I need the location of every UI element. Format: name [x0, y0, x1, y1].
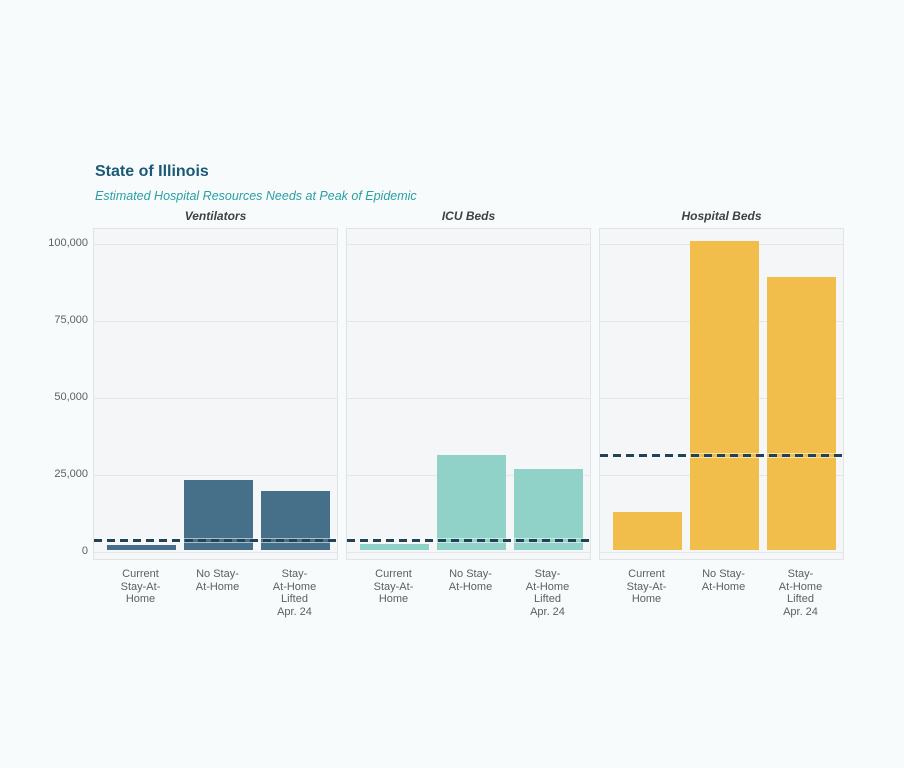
x-tick-label-line: Home [631, 593, 662, 605]
x-tick-label-current-stay-at-home: Current Stay-At- Home [93, 568, 189, 606]
y-tick-label: 50,000 [54, 391, 88, 404]
gridline [94, 552, 337, 553]
panel-title-ventilators: Ventilators [184, 209, 247, 223]
plot-area-ventilators [93, 228, 338, 560]
x-tick-label-line: Current [375, 568, 412, 580]
x-tick-label-line: No Stay- [449, 568, 492, 580]
x-tick-label-line: Stay-At- [373, 580, 414, 593]
x-tick-label-line: Lifted [787, 593, 814, 605]
x-tick-label-line: Stay-At- [626, 580, 667, 593]
x-tick-label-line: Lifted [281, 593, 308, 605]
x-tick-label-line: Home [378, 593, 409, 605]
x-tick-label-line: Stay- [787, 568, 814, 580]
gridline [94, 321, 337, 323]
bar-no-stay-at-home [690, 241, 759, 550]
x-tick-label-line: Current [122, 568, 159, 580]
x-tick-label-current-stay-at-home: Current Stay-At- Home [599, 568, 695, 606]
bar-current-stay-at-home [613, 512, 682, 550]
y-tick-label: 75,000 [54, 314, 88, 327]
x-tick-label-line: At-Home [525, 580, 570, 593]
capacity-line [347, 539, 590, 543]
gridline [347, 244, 590, 246]
x-tick-label-line: At-Home [448, 580, 493, 593]
x-tick-label-line: Lifted [534, 593, 561, 605]
panel-hospital-beds: Hospital Beds Current Stay-At- Home No Stay-… [599, 209, 844, 649]
x-tick-label-no-stay-at-home: No Stay- At-Home [676, 568, 772, 593]
y-tick-label: 0 [81, 545, 88, 557]
chart-subtitle: Estimated Hospital Resources Needs at Pe… [95, 189, 417, 203]
gridline [94, 398, 337, 400]
bar-current-stay-at-home [360, 544, 429, 550]
x-tick-label-line: Stay- [534, 568, 561, 580]
x-tick-label-stay-at-home-lifted-apr-24: Stay- At-Home Lifted Apr. 24 [247, 568, 343, 618]
bar-current-stay-at-home [107, 545, 176, 550]
x-tick-label-stay-at-home-lifted-apr-24: Stay- At-Home Lifted Apr. 24 [500, 568, 596, 618]
panel-icu-beds: ICU Beds Current Stay-At- Home No Stay- At-Ho… [346, 209, 591, 649]
plot-area-hospital-beds [599, 228, 844, 560]
gridline [600, 552, 843, 553]
plot-area-icu-beds [346, 228, 591, 560]
bar-stay-at-home-lifted-apr-24 [767, 277, 836, 550]
x-tick-label-line: Stay-At- [120, 580, 161, 593]
x-tick-label-current-stay-at-home: Current Stay-At- Home [346, 568, 442, 606]
gridline [94, 475, 337, 477]
gridline [347, 321, 590, 323]
x-tick-label-line: Home [125, 593, 156, 605]
x-tick-label-line: Apr. 24 [277, 605, 312, 618]
x-tick-label-line: At-Home [778, 580, 823, 593]
panel-ventilators: Ventilators Current Stay-At- Home No Stay- At… [93, 209, 338, 649]
panel-title-hospital-beds: Hospital Beds [681, 209, 762, 223]
x-tick-label-line: No Stay- [196, 568, 239, 580]
panel-title-icu-beds: ICU Beds [441, 209, 496, 223]
y-axis: 0 25,000 50,000 75,000 100,000 [0, 228, 88, 560]
capacity-line [600, 454, 843, 457]
gridline [347, 552, 590, 553]
x-tick-label-no-stay-at-home: No Stay- At-Home [170, 568, 266, 593]
bar-no-stay-at-home [437, 455, 506, 550]
x-tick-label-line: At-Home [701, 580, 746, 593]
gridline [347, 398, 590, 400]
bar-no-stay-at-home [184, 480, 253, 550]
x-tick-label-line: Current [628, 568, 665, 580]
y-tick-label: 100,000 [48, 237, 88, 250]
x-tick-label-line: Stay- [281, 568, 308, 580]
x-tick-label-line: At-Home [272, 580, 317, 593]
x-tick-label-line: No Stay- [702, 568, 745, 580]
x-tick-label-no-stay-at-home: No Stay- At-Home [423, 568, 519, 593]
y-tick-label: 25,000 [54, 468, 88, 481]
x-tick-label-stay-at-home-lifted-apr-24: Stay- At-Home Lifted Apr. 24 [753, 568, 849, 618]
capacity-line [94, 538, 337, 542]
x-tick-label-line: At-Home [195, 580, 240, 593]
gridline [94, 244, 337, 246]
x-tick-label-line: Apr. 24 [783, 605, 818, 618]
bar-stay-at-home-lifted-apr-24 [514, 469, 583, 550]
chart-title: State of Illinois [95, 163, 209, 180]
x-tick-label-line: Apr. 24 [530, 605, 565, 618]
